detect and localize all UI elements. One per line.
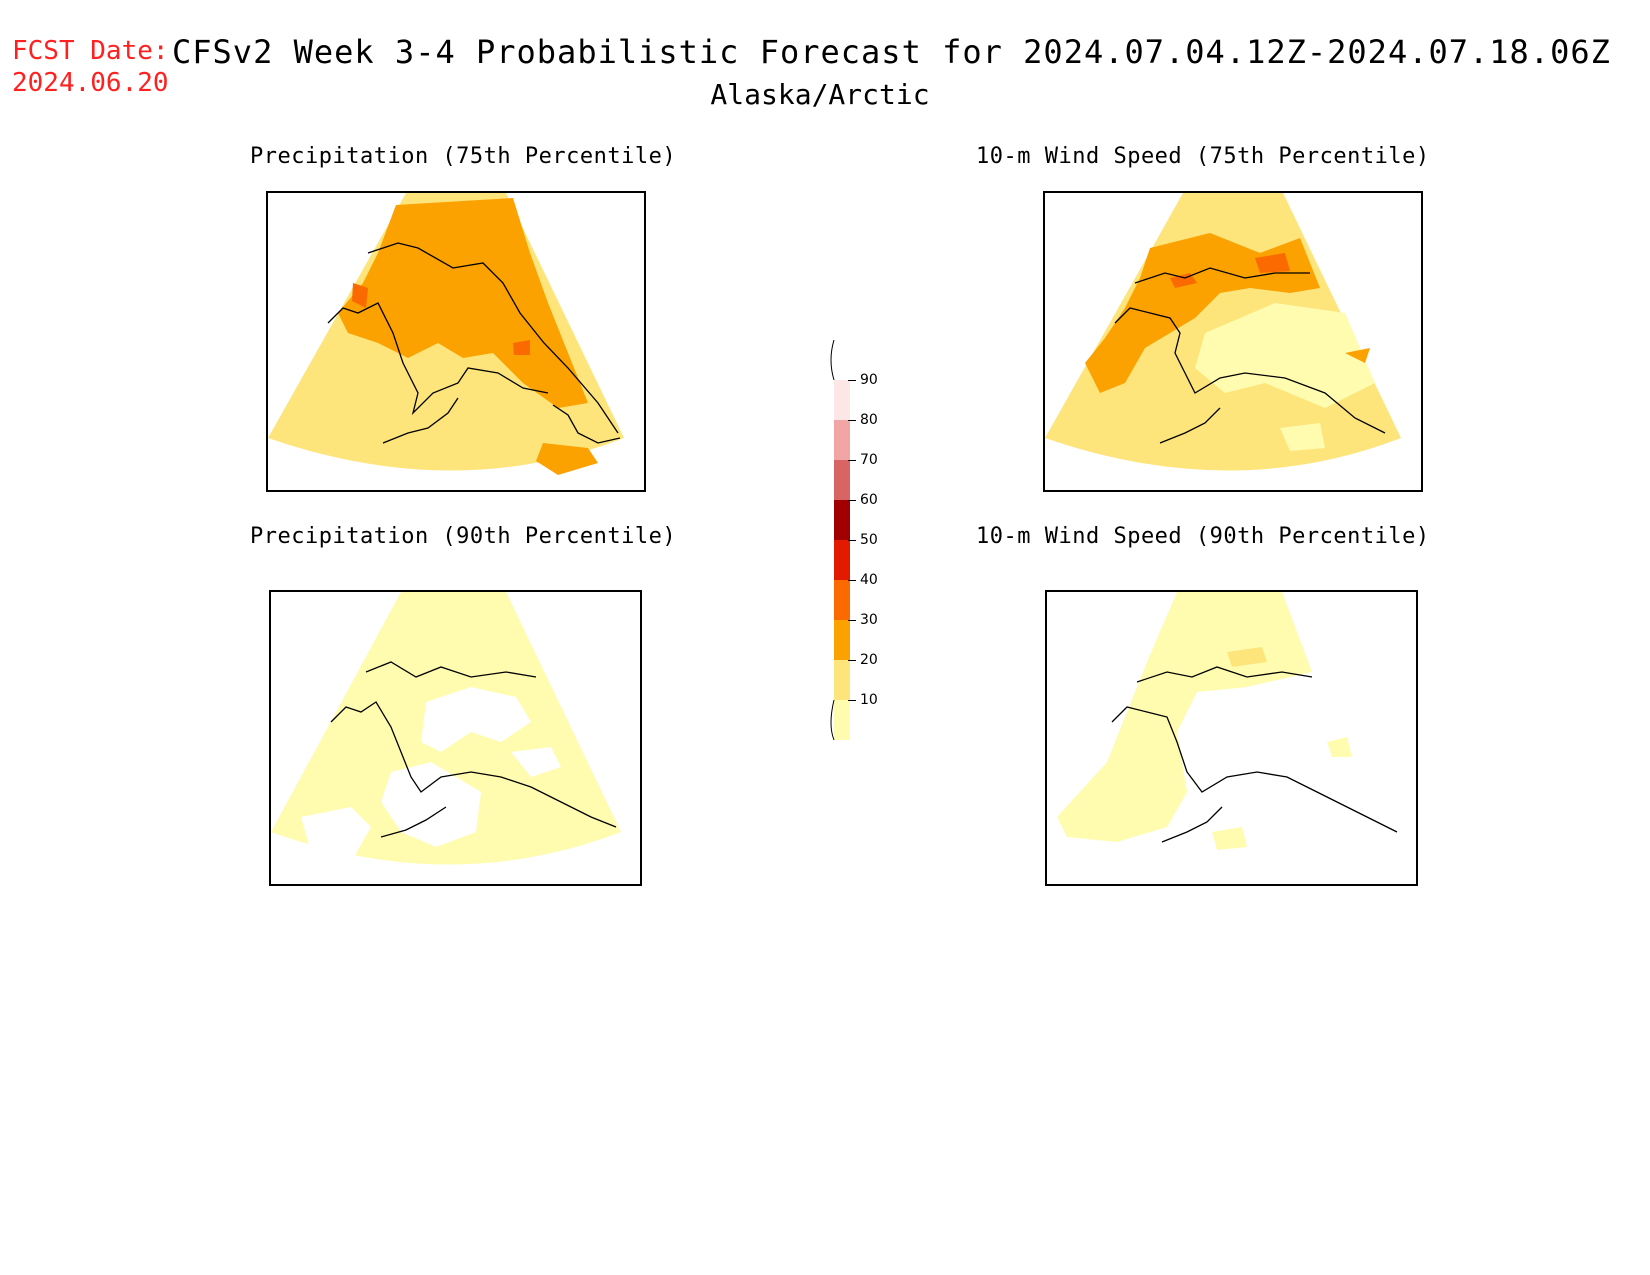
legend-swatch — [834, 460, 850, 500]
map-panel-precip-75 — [266, 191, 646, 492]
legend-tick-label: 10 — [860, 692, 878, 708]
legend-tick — [848, 540, 856, 541]
legend-tick — [848, 380, 856, 381]
legend-tick-label: 60 — [860, 492, 878, 508]
map-panel-wind-75 — [1043, 191, 1423, 492]
legend-tick — [848, 620, 856, 621]
map-panel-precip-90 — [269, 590, 642, 886]
legend-tick — [848, 580, 856, 581]
legend-tick — [848, 660, 856, 661]
page-title: CFSv2 Week 3-4 Probabilistic Forecast fo… — [172, 33, 1611, 71]
legend-tick-label: 70 — [860, 452, 878, 468]
legend-swatch — [834, 420, 850, 460]
forecast-date-label: FCST Date: — [12, 36, 169, 66]
legend-tick — [848, 500, 856, 501]
forecast-date-value: 2024.06.20 — [12, 68, 169, 98]
legend-tick — [848, 700, 856, 701]
legend-bracket — [830, 339, 835, 741]
legend-tick-label: 20 — [860, 652, 878, 668]
panel-title-precip-90: Precipitation (90th Percentile) — [250, 524, 677, 549]
panel-title-wind-75: 10-m Wind Speed (75th Percentile) — [976, 144, 1430, 169]
legend-swatch — [834, 540, 850, 580]
probability-map-precip-75 — [268, 193, 624, 475]
legend-tick-label: 80 — [860, 412, 878, 428]
legend-swatch — [834, 700, 850, 740]
legend-swatch — [834, 660, 850, 700]
map-panel-wind-90 — [1045, 590, 1418, 886]
legend-swatch — [834, 500, 850, 540]
legend-tick-label: 30 — [860, 612, 878, 628]
legend-swatch — [834, 620, 850, 660]
probability-map-precip-90 — [271, 592, 621, 865]
legend-swatch — [834, 380, 850, 420]
legend-tick-label: 40 — [860, 572, 878, 588]
panel-title-wind-90: 10-m Wind Speed (90th Percentile) — [976, 524, 1430, 549]
color-legend: 10 20 30 40 50 60 70 80 90 — [820, 330, 910, 750]
region-subtitle: Alaska/Arctic — [710, 78, 930, 111]
legend-tick-label: 90 — [860, 372, 878, 388]
legend-tick — [848, 460, 856, 461]
panel-title-precip-75: Precipitation (75th Percentile) — [250, 144, 677, 169]
legend-swatch — [834, 580, 850, 620]
probability-map-wind-75 — [1045, 193, 1401, 471]
legend-tick — [848, 420, 856, 421]
probability-map-wind-90 — [1047, 592, 1398, 865]
legend-tick-label: 50 — [860, 532, 878, 548]
